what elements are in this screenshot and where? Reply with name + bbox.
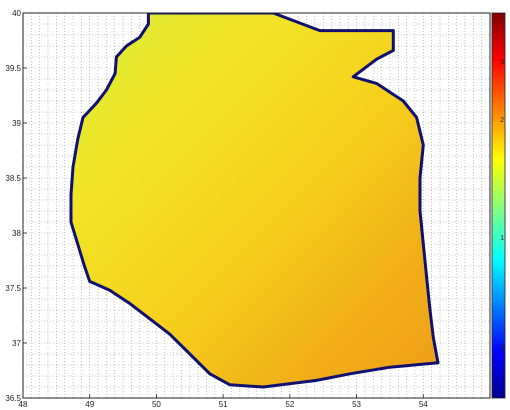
x-tick-label: 53 <box>352 400 361 409</box>
y-tick-label: 39.5 <box>5 64 21 73</box>
colorbar-tick-label: 2 <box>500 117 504 124</box>
y-tick-label: 36.5 <box>5 394 21 403</box>
colorbar-scale <box>491 12 506 399</box>
x-tick-label: 52 <box>285 400 294 409</box>
x-tick-label: 49 <box>85 400 94 409</box>
data-region <box>69 13 440 389</box>
y-tick-label: 39 <box>12 119 21 128</box>
colorbar-tick-label: 5 <box>500 345 504 352</box>
y-tick-label: 37 <box>12 339 21 348</box>
heatmap-region <box>69 13 440 389</box>
colorbar: 3 2 1 5 <box>491 12 506 399</box>
y-tick-label: 37.5 <box>5 284 21 293</box>
colorbar-tick-label: 3 <box>500 59 504 66</box>
y-tick-label: 38.5 <box>5 174 21 183</box>
y-axis: 36.5 37 37.5 38 38.5 39 39.5 40 <box>5 9 27 403</box>
x-tick-label: 54 <box>419 400 428 409</box>
y-tick-label: 40 <box>12 9 21 18</box>
x-tick-label: 51 <box>219 400 228 409</box>
axes-frame <box>22 12 491 399</box>
colorbar-tick-label: 1 <box>500 235 504 242</box>
x-tick-label: 50 <box>152 400 161 409</box>
y-tick-label: 38 <box>12 229 21 238</box>
x-tick-label: 48 <box>19 400 28 409</box>
x-axis: 48 49 50 51 52 53 54 <box>19 394 428 409</box>
